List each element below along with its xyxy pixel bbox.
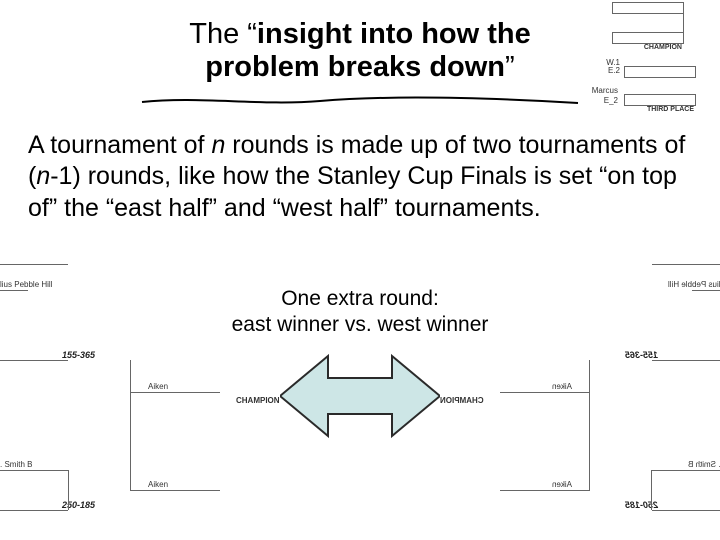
bg-line bbox=[589, 424, 590, 490]
bg-line bbox=[0, 290, 28, 291]
title-prefix: The “ bbox=[189, 18, 257, 50]
bg-line bbox=[652, 360, 720, 361]
bg-label-champion-tr: CHAMPION bbox=[644, 44, 682, 51]
bg-label-pebble: lius Pebble Hill bbox=[0, 280, 52, 289]
arrow-shape bbox=[280, 356, 440, 436]
bg-line bbox=[652, 470, 720, 471]
bg-score2-r: 155-365 bbox=[625, 350, 658, 360]
bg-line bbox=[652, 264, 720, 265]
bg-aiken-r2: Aiken bbox=[552, 480, 572, 489]
bg-champ-r: CHAMPION bbox=[440, 396, 484, 405]
caption-line1: One extra round: bbox=[281, 287, 439, 310]
caption-line2: east winner vs. west winner bbox=[232, 313, 489, 336]
body-n2: n bbox=[36, 162, 50, 190]
caption: One extra round: east winner vs. west wi… bbox=[232, 286, 489, 339]
bg-champ-l: CHAMPION bbox=[236, 396, 280, 405]
title-suffix: ” bbox=[505, 51, 515, 83]
bg-line bbox=[0, 470, 68, 471]
slide-title: The “insight into how the problem breaks… bbox=[80, 18, 640, 85]
bg-score1-l: 250-185 bbox=[62, 500, 95, 510]
double-arrow-icon bbox=[280, 350, 440, 442]
body-n1: n bbox=[211, 131, 225, 159]
bg-line bbox=[589, 360, 590, 424]
bg-line bbox=[692, 290, 720, 291]
bg-aiken-r: Aiken bbox=[552, 382, 572, 391]
bg-score2-l: 155-365 bbox=[62, 350, 95, 360]
slide: CHAMPION E.2 W.1 THIRD PLACE Marcus E_2 … bbox=[0, 0, 720, 540]
bg-line bbox=[68, 470, 69, 510]
bg-line bbox=[500, 490, 590, 491]
bg-line bbox=[500, 392, 590, 393]
bg-line bbox=[0, 264, 68, 265]
bg-box bbox=[612, 2, 684, 14]
bg-smith-r: . Smith B bbox=[688, 460, 720, 469]
bg-label: Marcus bbox=[592, 86, 618, 95]
body-paragraph: A tournament of n rounds is made up of t… bbox=[28, 130, 692, 224]
bg-line bbox=[130, 490, 220, 491]
bg-line bbox=[0, 510, 68, 511]
bg-label-third: THIRD PLACE bbox=[647, 106, 694, 113]
bg-line bbox=[651, 470, 652, 510]
bg-line bbox=[683, 14, 684, 32]
body-t3: -1) rounds, like how the Stanley Cup Fin… bbox=[28, 162, 677, 221]
title-bold-2: problem breaks down bbox=[205, 51, 505, 83]
bg-line bbox=[130, 360, 131, 424]
body-t1: A tournament of bbox=[28, 131, 211, 159]
title-underline bbox=[140, 94, 580, 108]
bg-smith-l: . Smith B bbox=[0, 460, 32, 469]
bg-score1-r: 250-185 bbox=[625, 500, 658, 510]
bg-label: E_2 bbox=[604, 96, 618, 105]
bg-aiken-l: Aiken bbox=[148, 382, 168, 391]
bg-line bbox=[130, 424, 131, 490]
bg-label-pebble-m: lius Pebble Hill bbox=[668, 280, 720, 289]
bg-line bbox=[652, 510, 720, 511]
bg-aiken-l2: Aiken bbox=[148, 480, 168, 489]
title-bold-1: insight into how the bbox=[257, 18, 531, 50]
bg-line bbox=[130, 392, 220, 393]
bg-line bbox=[0, 360, 68, 361]
bg-box bbox=[624, 94, 696, 106]
